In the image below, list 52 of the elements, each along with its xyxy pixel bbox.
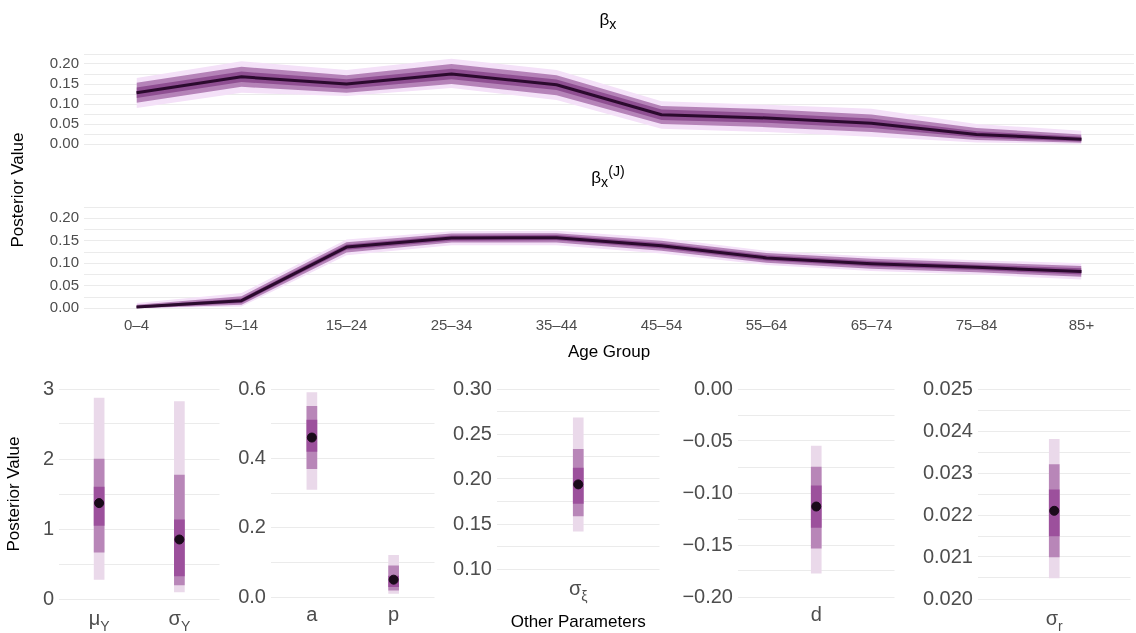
- y-tick-label: −0.05: [682, 428, 733, 451]
- y-tick-label: 0.2: [238, 515, 266, 538]
- y-tick-label: 0.4: [238, 445, 266, 468]
- y-tick-label: 0.6: [238, 376, 266, 399]
- y-tick-label: 0.25: [453, 421, 492, 444]
- y-tick-label: 0.20: [453, 466, 492, 489]
- y-tick-label: 0.10: [49, 253, 79, 271]
- x-tick-label: 55–64: [745, 315, 788, 333]
- y-tick-label: 0.024: [922, 418, 973, 441]
- x-tick-label: 45–54: [640, 315, 683, 333]
- x-tick-label: 75–84: [955, 315, 998, 333]
- y-tick-label: −0.10: [682, 480, 733, 503]
- y-tick-label: 0.0: [238, 584, 266, 607]
- y-tick-label: 0.00: [49, 134, 79, 152]
- y-tick-label: 0.05: [49, 275, 79, 293]
- x-tick-label: 15–24: [325, 315, 368, 333]
- y-tick-label: 0: [42, 586, 54, 609]
- y-tick-label: 1: [42, 516, 54, 539]
- y-tick-label: 0.20: [49, 208, 79, 226]
- x-tick-label: 0–4: [123, 315, 150, 333]
- y-tick-label: −0.20: [682, 584, 733, 607]
- y-axis-title: Posterior Value: [3, 436, 23, 552]
- y-tick-label: 0.20: [49, 54, 79, 72]
- y-tick-label: 3: [42, 376, 54, 399]
- chart-title: β$_{x}$: [598, 10, 618, 33]
- x-tick-label: d: [810, 602, 822, 625]
- y-tick-label: 2: [42, 446, 54, 469]
- x-tick-label: a: [306, 602, 319, 625]
- y-tick-label: 0.022: [922, 502, 973, 525]
- y-tick-label: 0.021: [922, 544, 973, 567]
- y-tick-label: 0.00: [49, 298, 79, 316]
- x-tick-label: 25–34: [430, 315, 473, 333]
- x-tick-label: 85+: [1068, 315, 1095, 333]
- x-tick-label: 5–14: [224, 315, 259, 333]
- y-tick-label: 0.10: [453, 556, 492, 579]
- y-tick-label: 0.15: [49, 74, 79, 92]
- y-tick-label: 0.00: [694, 376, 733, 399]
- x-tick-label: 65–74: [850, 315, 893, 333]
- y-tick-label: 0.05: [49, 114, 79, 132]
- y-tick-label: 0.15: [453, 511, 492, 534]
- y-axis-title: Posterior Value: [8, 131, 28, 250]
- y-tick-label: −0.15: [682, 532, 733, 555]
- y-tick-label: 0.023: [922, 460, 973, 483]
- x-axis-title: Other Parameters: [510, 612, 646, 632]
- y-tick-label: 0.025: [922, 376, 973, 399]
- y-tick-label: 0.15: [49, 230, 79, 248]
- y-tick-label: 0.10: [49, 94, 79, 112]
- y-tick-label: 0.020: [922, 586, 973, 609]
- x-tick-label: 35–44: [535, 315, 578, 333]
- x-axis-title: Age Group: [567, 342, 651, 362]
- x-tick-label: p: [388, 602, 400, 625]
- y-tick-label: 0.30: [453, 376, 492, 399]
